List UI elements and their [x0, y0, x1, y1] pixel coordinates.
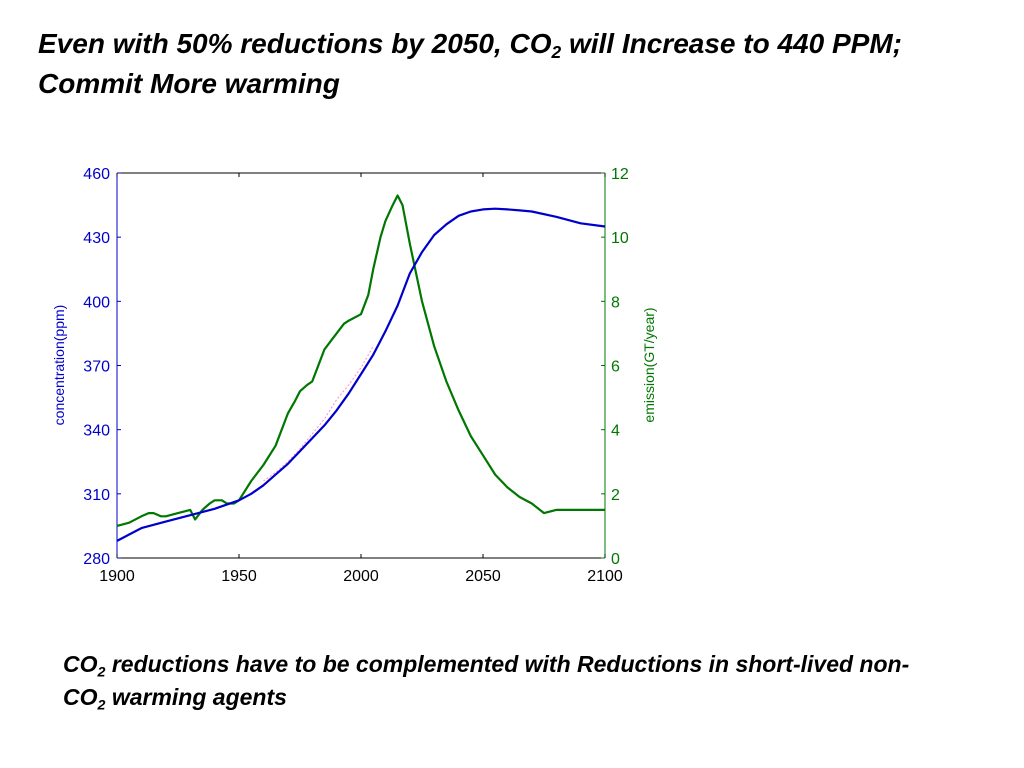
y2-axis-label: emission(GT/year) [641, 307, 657, 422]
x-tick-label: 2050 [465, 568, 501, 585]
emission-line [116, 194, 605, 527]
title-subscript: 2 [551, 42, 562, 63]
y-tick-label: 280 [83, 551, 110, 568]
y-axis-label: concentration(ppm) [51, 305, 67, 426]
caption-text-part3: warming agents [105, 684, 287, 710]
x-tick-label: 2100 [587, 568, 623, 585]
concentration-line [116, 207, 606, 542]
y2-tick-label: 0 [611, 551, 620, 568]
y-tick-label: 310 [83, 487, 110, 504]
caption-subscript-1: 2 [97, 664, 106, 681]
caption-subscript-2: 2 [97, 697, 106, 714]
y2-tick-label: 2 [611, 487, 620, 504]
x-tick-label: 2000 [343, 568, 379, 585]
y-tick-label: 400 [83, 294, 110, 311]
caption: CO2 reductions have to be complemented w… [63, 648, 943, 714]
slide-title: Even with 50% reductions by 2050, CO2 wi… [38, 24, 998, 104]
y2-tick-label: 4 [611, 423, 620, 440]
x-tick-label: 1950 [221, 568, 257, 585]
y-tick-label: 430 [83, 230, 110, 247]
title-text-part1: Even with 50% reductions by 2050, CO [38, 28, 552, 59]
y2-tick-label: 10 [611, 230, 629, 247]
y2-tick-label: 8 [611, 294, 620, 311]
y-tick-label: 370 [83, 359, 110, 376]
title-text-part2: will Increase to 440 PPM; Commit More wa… [38, 28, 902, 99]
y2-tick-label: 6 [611, 359, 620, 376]
x-tick-label: 1900 [99, 568, 135, 585]
y-tick-label: 340 [83, 423, 110, 440]
y-tick-label: 460 [83, 166, 110, 183]
observed-line [263, 346, 374, 482]
caption-text-part2: reductions have to be complemented with … [63, 651, 910, 710]
y2-tick-label: 12 [611, 166, 629, 183]
caption-text-part1: CO [63, 651, 98, 677]
